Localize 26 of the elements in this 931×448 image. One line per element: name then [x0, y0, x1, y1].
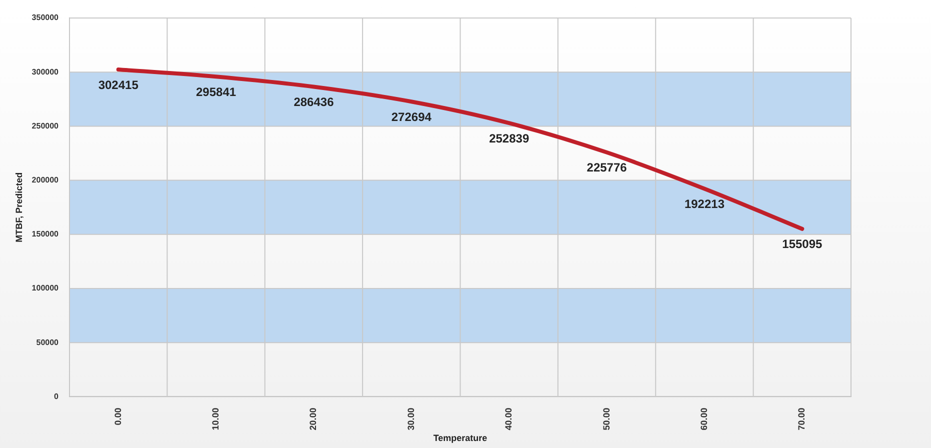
data-label: 295841	[196, 84, 236, 99]
x-tick-label: 0.00	[112, 408, 123, 426]
x-tick-label: 70.00	[796, 408, 807, 430]
data-label: 286436	[294, 95, 334, 110]
x-tick-label: 60.00	[698, 408, 709, 430]
y-tick-label: 100000	[32, 284, 60, 293]
y-axis-title: MTBF, Predicted	[14, 172, 24, 242]
y-tick-label: 200000	[32, 175, 60, 184]
x-tick-label: 20.00	[308, 408, 318, 430]
y-tick-label: 300000	[32, 67, 60, 76]
x-tick-label: 50.00	[601, 408, 612, 430]
data-label: 252839	[489, 131, 530, 146]
data-label: 155095	[782, 237, 822, 252]
x-tick-label: 10.00	[210, 408, 221, 430]
y-tick-label: 350000	[32, 13, 60, 22]
y-tick-label: 0	[54, 392, 60, 401]
data-label: 225776	[586, 160, 628, 175]
x-tick-label: 30.00	[406, 408, 416, 430]
data-label: 302415	[98, 78, 139, 92]
x-axis-title: Temperature	[433, 433, 488, 444]
x-tick-label: 40.00	[504, 408, 514, 430]
y-tick-label: 150000	[32, 230, 60, 239]
data-label: 192213	[684, 197, 725, 212]
data-label: 272694	[391, 110, 432, 124]
y-tick-label: 50000	[36, 338, 60, 347]
y-tick-label: 250000	[32, 121, 60, 130]
